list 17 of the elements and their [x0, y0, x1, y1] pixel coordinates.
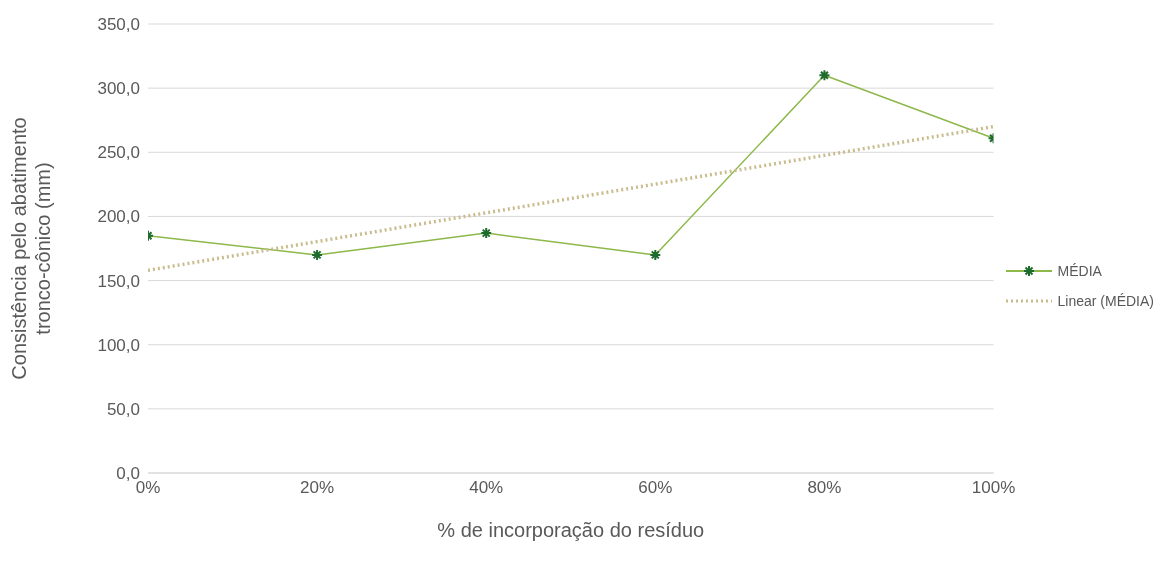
y-tick-label: 150,0: [97, 271, 140, 291]
x-tick-label: 20%: [300, 478, 335, 498]
y-tick-label: 350,0: [97, 15, 140, 35]
y-axis-title: Consistência pelo abatimento tronco-cônico (mm): [8, 117, 54, 380]
legend-label: MÉDIA: [1057, 262, 1102, 279]
y-tick-label: 300,0: [97, 79, 140, 99]
y-tick-label: 250,0: [97, 143, 140, 163]
y-tick-label: 200,0: [97, 207, 140, 227]
y-tick-label: 100,0: [97, 335, 140, 355]
y-tick-label: 50,0: [106, 399, 140, 419]
x-tick-label: 100%: [971, 478, 1016, 498]
x-axis-title: % de incorporação do resíduo: [437, 519, 705, 542]
x-tick-label: 0%: [135, 478, 161, 498]
x-tick-label: 40%: [469, 478, 504, 498]
x-tick-label: 80%: [807, 478, 842, 498]
x-tick-label: 60%: [638, 478, 673, 498]
legend-label: Linear (MÉDIA): [1057, 292, 1154, 309]
